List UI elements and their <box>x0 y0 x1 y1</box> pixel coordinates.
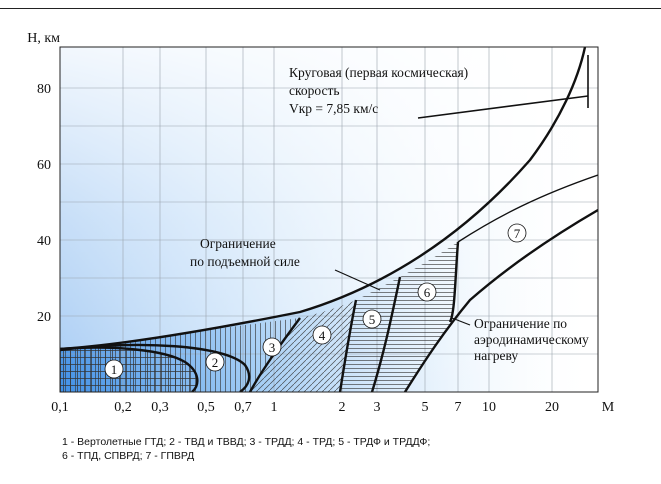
region-6-number: 6 <box>424 285 431 300</box>
region-4-boundary <box>338 299 358 392</box>
region-1-number: 1 <box>111 362 118 377</box>
lift-limit-curve <box>60 47 587 351</box>
region-1-fill <box>60 347 198 392</box>
region-6-boundary <box>448 241 460 323</box>
orbital-speed-leader <box>417 95 589 119</box>
orbital-label-line-2: скорость <box>289 83 340 98</box>
region-3-number: 3 <box>269 340 276 355</box>
x-tick-0-7: 0,7 <box>234 400 252 415</box>
region-4-circle <box>312 325 332 345</box>
region-2-circle <box>205 352 225 372</box>
y-tick-40: 40 <box>37 234 51 249</box>
y-tick-80: 80 <box>37 82 51 97</box>
region-2-boundary <box>60 343 251 392</box>
heating-limit-curve <box>403 208 598 392</box>
region-6-fill <box>372 242 458 392</box>
x-tick-5: 5 <box>422 400 429 415</box>
region-7-number: 7 <box>514 226 521 241</box>
region-5-circle <box>362 309 382 329</box>
lift-limit-label-line-2: по подъемной силе <box>190 254 300 269</box>
caption-line-2: 6 - ТПД, СПВРД; 7 - ГПВРД <box>62 450 195 462</box>
x-tick-10: 10 <box>482 400 496 415</box>
region-7-boundary <box>457 174 598 243</box>
x-tick-20: 20 <box>545 400 559 415</box>
x-tick-0-2: 0,2 <box>114 400 132 415</box>
lift-limit-leader <box>334 269 381 291</box>
region-1-circle <box>104 359 124 379</box>
upper-white-region <box>60 47 585 349</box>
x-tick-0-3: 0,3 <box>151 400 169 415</box>
x-tick-0-5: 0,5 <box>197 400 215 415</box>
y-tick-20: 20 <box>37 310 51 325</box>
region-5-boundary <box>370 276 402 392</box>
engine-envelope-diagram: 1 2 3 4 5 6 7 Круговая (первая космическ… <box>27 31 615 415</box>
region-4-number: 4 <box>319 328 326 343</box>
heating-limit-label-line-2: аэродинамическому <box>474 332 589 347</box>
caption-line-1: 1 - Вертолетные ГТД; 2 - ТВД и ТВВД; 3 -… <box>62 436 431 448</box>
heating-limit-label-line-3: нагреву <box>474 348 518 363</box>
x-tick-7: 7 <box>455 400 462 415</box>
orbital-label-line-3: Vкр = 7,85 км/с <box>289 101 378 116</box>
x-tick-2: 2 <box>339 400 346 415</box>
region-3-boundary <box>248 317 301 392</box>
heating-limit-leader <box>451 317 471 326</box>
top-rule <box>0 8 661 9</box>
x-tick-1: 1 <box>271 400 278 415</box>
orbital-label-line-1: Круговая (первая космическая) <box>289 65 468 80</box>
heating-limit-label-line-1: Ограничение по <box>474 316 567 331</box>
x-axis-unit: M <box>602 400 615 415</box>
region-6-circle <box>417 282 437 302</box>
x-tick-0-1: 0,1 <box>51 400 69 415</box>
region-3-circle <box>262 337 282 357</box>
y-tick-60: 60 <box>37 158 51 173</box>
region-4-fill <box>250 300 356 392</box>
y-axis-label: H, км <box>27 31 60 46</box>
region-2-number: 2 <box>212 355 219 370</box>
grid <box>60 47 598 392</box>
lift-limit-label-line-1: Ограничение <box>200 236 276 251</box>
x-tick-3: 3 <box>374 400 381 415</box>
region-1-boundary <box>60 346 199 392</box>
plot-frame <box>59 46 599 393</box>
region-7-circle <box>507 223 527 243</box>
region-5-number: 5 <box>369 312 376 327</box>
